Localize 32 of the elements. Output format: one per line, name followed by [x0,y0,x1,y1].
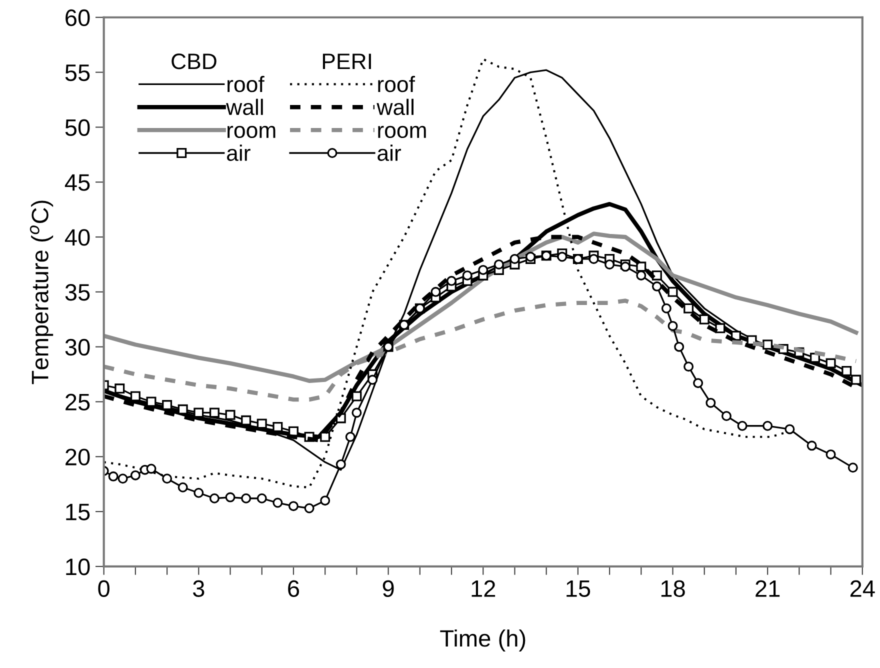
y-tick-label: 30 [65,338,90,356]
x-tick-label: 6 [288,580,300,597]
x-tick-label: 9 [382,580,394,597]
legend-label: roof [228,76,264,92]
x-tick-label: 12 [472,580,496,597]
legend-label: air [378,144,402,161]
x-tick-label: 3 [192,580,204,597]
y-tick-label: 50 [65,119,90,136]
y-axis-title: Temperature ($^{o}$C) [30,200,54,384]
legend-label: wall [376,98,414,116]
x-tick-label: 21 [756,580,780,597]
legend-label: roof [378,76,416,92]
y-tick-label: 55 [65,64,90,82]
y-tick-label: 40 [64,229,90,246]
annotation: PERI [322,54,371,70]
y-tick-label: 25 [66,394,90,411]
y-tick-label: 60 [66,9,90,26]
y-tick-label: 10 [66,558,90,576]
legend-label: room [228,126,276,138]
y-tick-label: 35 [65,284,90,301]
legend-label: wall [226,98,263,116]
x-tick-label: 24 [850,580,875,597]
legend-label: room [378,126,426,138]
y-tick-label: 20 [66,448,90,466]
legend-label: air [227,144,250,161]
annotation: CBD [172,54,216,70]
x-tick-label: 15 [566,580,590,597]
y-tick-label: 15 [66,504,90,520]
x-axis-title: Time (h) [440,629,526,652]
y-tick-label: 45 [64,174,90,191]
x-tick-label: 0 [98,580,110,597]
x-tick-label: 18 [661,580,685,597]
